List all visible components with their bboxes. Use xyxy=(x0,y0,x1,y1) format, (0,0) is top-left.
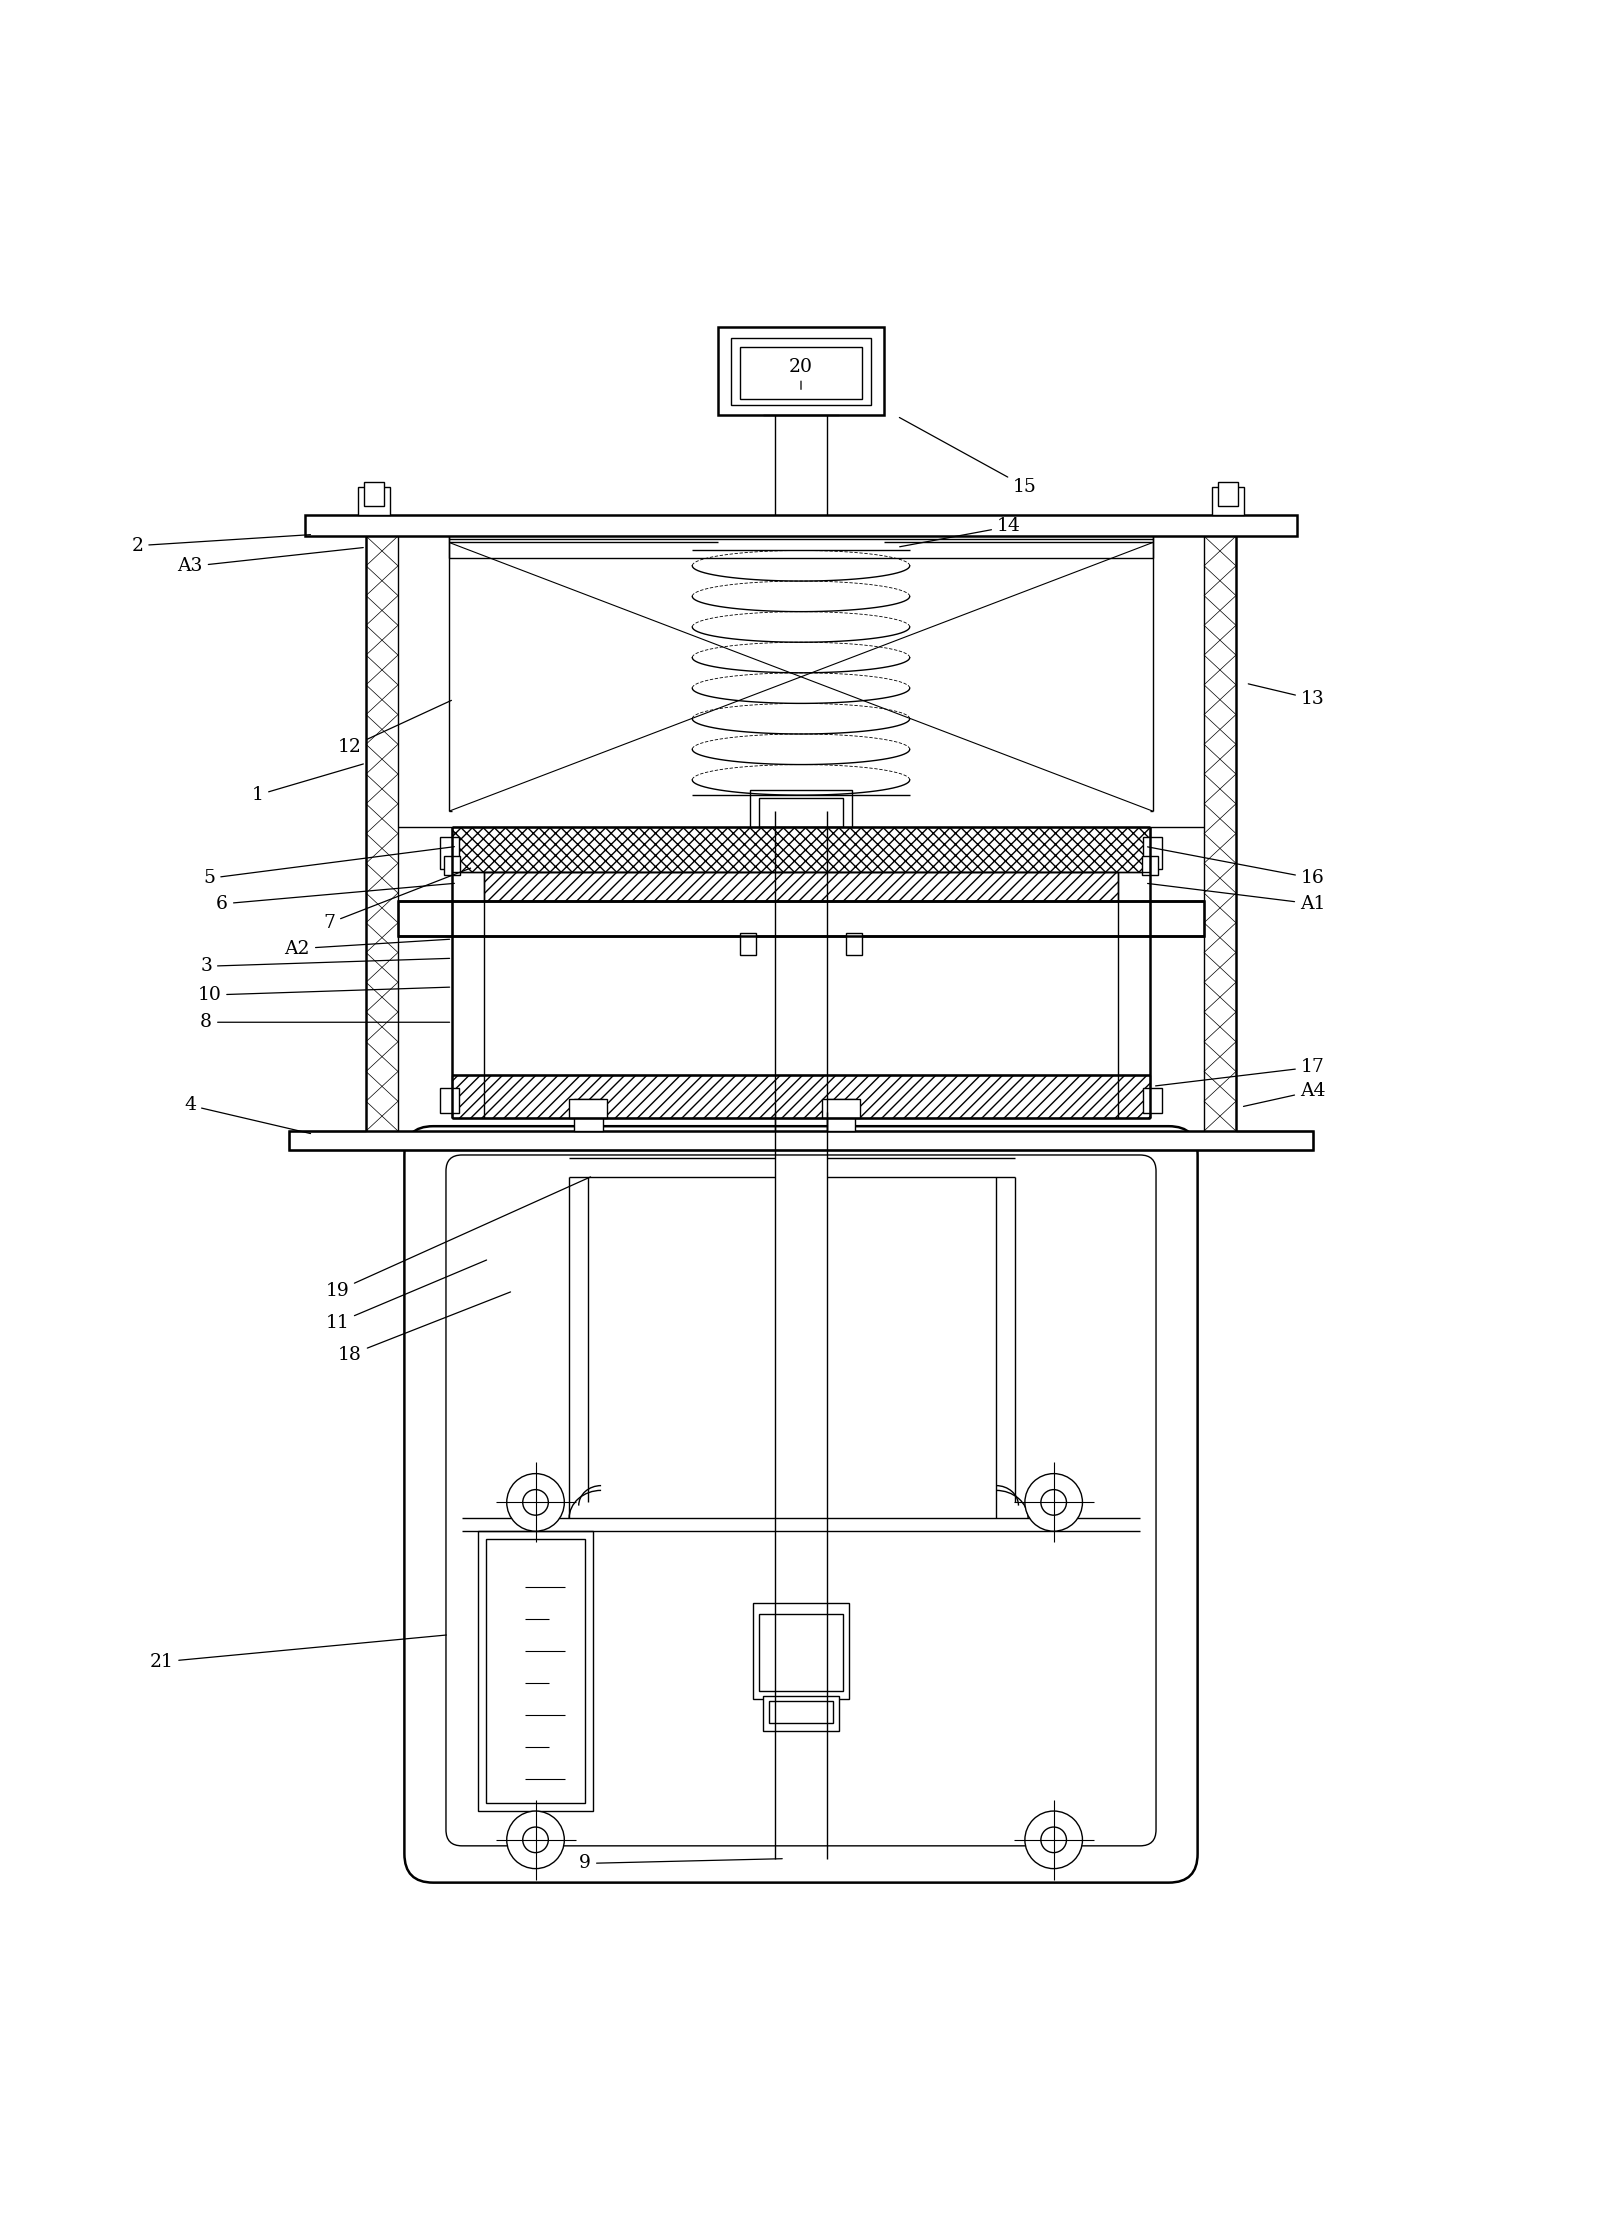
Bar xyxy=(1213,486,1245,515)
Text: 10: 10 xyxy=(197,986,450,1004)
Bar xyxy=(484,872,1118,901)
Text: 18: 18 xyxy=(338,1291,511,1365)
Bar xyxy=(477,1532,593,1811)
FancyBboxPatch shape xyxy=(404,1126,1198,1882)
Text: 14: 14 xyxy=(900,517,1020,546)
Text: A2: A2 xyxy=(285,939,450,957)
Bar xyxy=(753,1603,849,1699)
Bar xyxy=(397,901,1205,937)
Circle shape xyxy=(1041,1826,1067,1853)
Bar xyxy=(452,1075,1150,1117)
Bar xyxy=(1142,856,1158,874)
Text: 17: 17 xyxy=(1155,1057,1325,1086)
Text: 7: 7 xyxy=(324,867,471,932)
Text: 16: 16 xyxy=(1147,847,1325,888)
Circle shape xyxy=(506,1811,564,1869)
Bar xyxy=(485,1539,585,1804)
Text: 6: 6 xyxy=(216,883,455,912)
Bar xyxy=(569,1099,607,1117)
Text: 11: 11 xyxy=(325,1260,487,1331)
Bar xyxy=(718,326,884,415)
Bar xyxy=(740,932,756,954)
Text: 19: 19 xyxy=(325,1177,591,1300)
Text: 15: 15 xyxy=(899,417,1036,495)
Bar xyxy=(1144,836,1163,870)
Bar xyxy=(759,798,843,827)
Bar xyxy=(439,1088,458,1113)
Bar xyxy=(763,1695,839,1730)
Bar xyxy=(439,836,458,870)
Text: 12: 12 xyxy=(338,700,452,756)
Bar xyxy=(452,827,1150,872)
Bar xyxy=(364,482,383,506)
Bar xyxy=(306,515,1296,535)
Text: A4: A4 xyxy=(1243,1082,1325,1106)
Bar xyxy=(357,486,389,515)
Bar xyxy=(574,1099,602,1131)
Bar xyxy=(731,337,871,406)
Circle shape xyxy=(1041,1490,1067,1514)
Text: A1: A1 xyxy=(1147,883,1325,912)
Bar xyxy=(759,1615,843,1690)
Circle shape xyxy=(1025,1474,1083,1532)
Bar xyxy=(290,1131,1312,1151)
Bar xyxy=(444,856,460,874)
Bar xyxy=(449,540,1153,558)
Text: A3: A3 xyxy=(178,549,364,575)
Text: 5: 5 xyxy=(203,847,455,888)
Bar xyxy=(769,1701,833,1724)
Bar xyxy=(750,789,852,836)
Bar xyxy=(1144,1088,1163,1113)
Bar xyxy=(822,1099,860,1117)
Text: 9: 9 xyxy=(580,1855,782,1873)
Text: 3: 3 xyxy=(200,957,450,975)
Circle shape xyxy=(1025,1811,1083,1869)
Text: 2: 2 xyxy=(131,535,311,555)
Text: 13: 13 xyxy=(1248,685,1325,709)
Circle shape xyxy=(522,1490,548,1514)
Bar xyxy=(1219,482,1238,506)
Text: 4: 4 xyxy=(184,1097,311,1133)
Bar xyxy=(827,1099,855,1131)
Bar xyxy=(846,932,862,954)
Bar xyxy=(740,348,862,399)
Circle shape xyxy=(522,1826,548,1853)
Text: 20: 20 xyxy=(790,357,812,390)
Text: 1: 1 xyxy=(252,765,364,805)
Circle shape xyxy=(506,1474,564,1532)
Text: 21: 21 xyxy=(149,1635,447,1670)
Text: 8: 8 xyxy=(200,1012,450,1030)
